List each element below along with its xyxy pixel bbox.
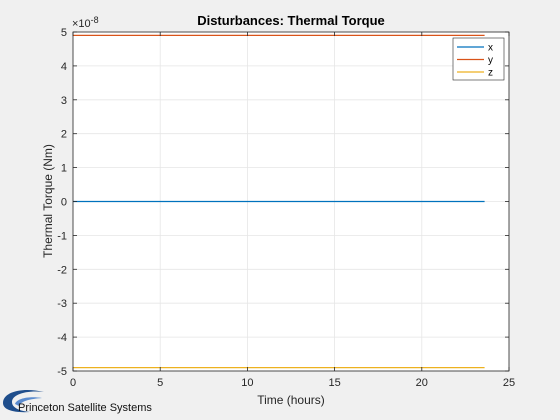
x-tick-label: 0: [70, 377, 76, 389]
x-tick-label: 15: [328, 377, 340, 389]
logo-text: Princeton Satellite Systems: [18, 402, 152, 414]
y-exponent-base: ×10: [72, 18, 91, 30]
legend[interactable]: xyz: [453, 38, 504, 80]
y-tick-label: 0: [61, 197, 67, 209]
x-tick-label: 10: [241, 377, 253, 389]
x-tick-label: 20: [416, 377, 428, 389]
y-exponent-power: -8: [91, 15, 99, 25]
y-tick-label: -1: [57, 230, 67, 242]
y-tick-label: 1: [61, 163, 67, 175]
x-tick-label: 5: [157, 377, 163, 389]
y-tick-label: -5: [57, 366, 67, 378]
chart-title: Disturbances: Thermal Torque: [197, 13, 385, 28]
x-tick-label: 25: [503, 377, 515, 389]
legend-label-x: x: [488, 43, 493, 54]
y-tick-label: 4: [61, 61, 67, 73]
y-tick-label: 5: [61, 27, 67, 39]
legend-label-z: z: [488, 68, 493, 79]
y-tick-label: -4: [57, 332, 67, 344]
x-axis-label: Time (hours): [257, 393, 325, 407]
y-tick-label: -3: [57, 298, 67, 310]
y-axis-label: Thermal Torque (Nm): [41, 144, 55, 258]
y-tick-label: 3: [61, 95, 67, 107]
y-tick-label: -2: [57, 264, 67, 276]
y-tick-label: 2: [61, 129, 67, 141]
legend-label-y: y: [488, 55, 493, 66]
